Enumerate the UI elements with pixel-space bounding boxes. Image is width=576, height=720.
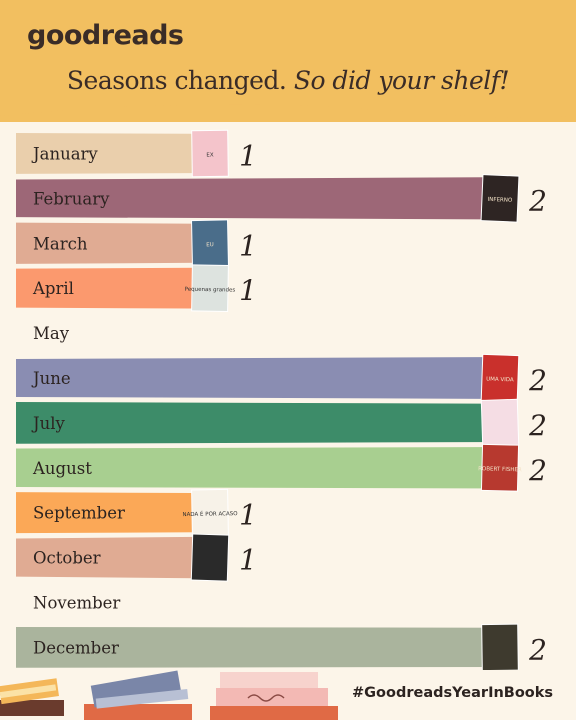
- book-stack-left: [0, 678, 64, 716]
- value-label-march: 1: [239, 229, 257, 262]
- value-label-december: 2: [528, 633, 547, 666]
- book-cover-june: UMA VIDA: [480, 353, 520, 403]
- bar-march: [16, 222, 222, 264]
- bar-december: [16, 626, 512, 668]
- svg-text:EU: EU: [206, 242, 214, 248]
- value-label-august: 2: [528, 454, 547, 487]
- month-label-july: July: [31, 414, 66, 433]
- value-label-july: 2: [528, 409, 547, 442]
- hashtag-footer: #GoodreadsYearInBooks: [352, 685, 554, 701]
- bar-july: [16, 401, 512, 444]
- value-label-june: 2: [528, 364, 547, 397]
- bar-october: [16, 536, 222, 579]
- book-cover-september: NADA É POR ACASO: [182, 488, 238, 537]
- month-label-may: May: [33, 324, 70, 343]
- book-cover-february: INFERNO: [480, 174, 520, 223]
- month-label-august: August: [32, 459, 92, 478]
- book-cover-march: EU: [191, 219, 229, 268]
- month-label-november: November: [33, 593, 120, 612]
- book-cover-july: [480, 398, 520, 447]
- bar-august: [16, 447, 512, 489]
- value-label-april: 1: [239, 274, 257, 307]
- headline-main: Seasons changed.: [66, 66, 287, 95]
- svg-text:Pequenas grandes: Pequenas grandes: [185, 287, 236, 294]
- month-label-september: September: [33, 504, 125, 523]
- month-label-october: October: [33, 549, 101, 568]
- book-cover-april: Pequenas grandes: [185, 264, 236, 312]
- month-label-december: December: [33, 638, 119, 657]
- bar-september: [16, 492, 222, 534]
- svg-text:NADA É POR ACASO: NADA É POR ACASO: [182, 509, 238, 518]
- month-label-april: April: [32, 279, 74, 298]
- headline-italic: So did your shelf!: [293, 66, 510, 95]
- svg-text:UMA VIDA: UMA VIDA: [486, 376, 514, 383]
- book-cover-october: [190, 533, 230, 582]
- book-stack-illustration: [0, 670, 338, 720]
- book-cover-january: EX: [191, 129, 229, 178]
- value-label-october: 1: [239, 544, 257, 577]
- book-cover-august: ROBERT FISHER: [478, 443, 522, 492]
- value-label-january: 1: [239, 139, 257, 172]
- month-label-march: March: [33, 234, 88, 253]
- svg-text:ROBERT FISHER: ROBERT FISHER: [478, 466, 522, 473]
- book-stack-right: [210, 672, 338, 720]
- svg-text:INFERNO: INFERNO: [487, 197, 513, 204]
- bar-april: [16, 267, 222, 309]
- page-title: Seasons changed. So did your shelf!: [0, 66, 576, 95]
- month-label-february: February: [33, 189, 110, 208]
- bar-january: [16, 133, 222, 174]
- value-label-september: 1: [239, 499, 257, 532]
- value-label-february: 2: [528, 184, 547, 217]
- goodreads-logo[interactable]: goodreads: [27, 20, 184, 51]
- month-label-january: January: [31, 144, 98, 163]
- monthly-books-chart: EX 1 January INFERNO 2 February EU 1 March Pequen…: [16, 129, 547, 670]
- month-label-june: June: [31, 369, 71, 388]
- bar-february: [16, 177, 512, 220]
- book-cover-december: [481, 623, 519, 670]
- svg-text:EX: EX: [206, 152, 214, 158]
- header-wave: [0, 96, 576, 118]
- book-stack-middle: [84, 670, 192, 720]
- bar-june: [16, 356, 512, 399]
